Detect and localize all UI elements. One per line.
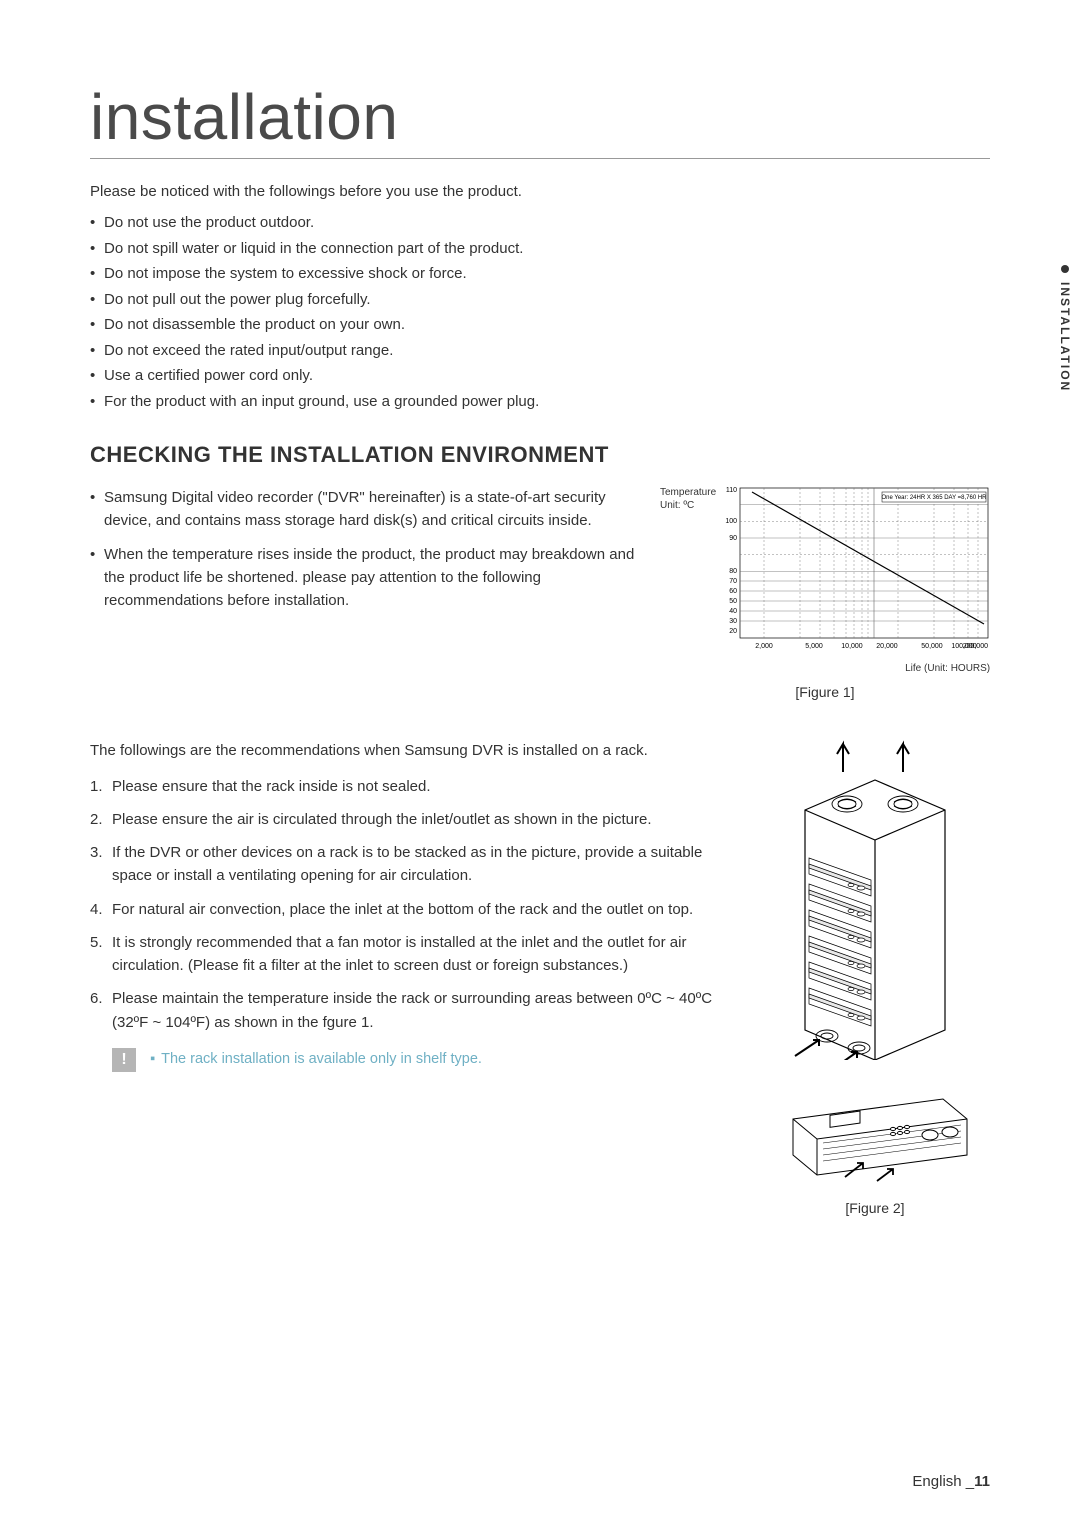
svg-text:10,000: 10,000 [841,643,863,650]
footer-lang: English [912,1473,961,1490]
svg-text:50,000: 50,000 [921,643,943,650]
recommendations-list: Please ensure that the rack inside is no… [90,775,730,1034]
recommendations-row: The followings are the recommendations w… [90,740,990,1236]
intro-text: Please be noticed with the followings be… [90,183,990,200]
rec-item: Please ensure the air is circulated thro… [90,808,730,831]
chart-x-label: Life (Unit: HOURS) [722,663,990,674]
section-heading: CHECKING THE INSTALLATION ENVIRONMENT [90,442,990,468]
warning-item: Do not disassemble the product on your o… [90,312,990,338]
svg-text:20,000: 20,000 [876,643,898,650]
unit-figure: [Figure 2] [760,1085,990,1216]
svg-text:200,000: 200,000 [963,643,988,650]
svg-text:40: 40 [729,608,737,615]
warning-item: Do not use the product outdoor. [90,210,990,236]
rec-item: Please maintain the temperature inside t… [90,987,730,1034]
chart-col: Temperature Unit: ºC [660,486,990,700]
figures-col: [Figure 2] [760,740,990,1236]
side-tab-dot [1061,265,1069,273]
svg-text:100: 100 [725,518,737,525]
temperature-life-chart: Temperature Unit: ºC [660,486,990,700]
chart-annotation: One Year: 24HR X 365 DAY =8,760 HR [882,495,988,501]
page-title: installation [90,80,990,159]
warning-item: Do not spill water or liquid in the conn… [90,236,990,262]
svg-text:110: 110 [726,487,737,494]
svg-text:60: 60 [729,588,737,595]
page-footer: English _11 [912,1473,990,1490]
rec-intro: The followings are the recommendations w… [90,740,730,763]
chart-svg: One Year: 24HR X 365 DAY =8,760 HR 110 1… [722,486,990,656]
svg-text:50: 50 [729,598,737,605]
note-text: ▪The rack installation is available only… [150,1048,482,1071]
unit-svg [775,1085,975,1185]
warning-item: Do not pull out the power plug forcefull… [90,287,990,313]
env-list: Samsung Digital video recorder ("DVR" he… [90,486,640,612]
rec-item: It is strongly recommended that a fan mo… [90,931,730,978]
note-icon: ! [112,1048,136,1072]
side-tab: INSTALLATION [1050,260,1080,420]
svg-text:2,000: 2,000 [755,643,773,650]
svg-text:20: 20 [729,628,737,635]
svg-text:90: 90 [729,535,737,542]
warning-item: Use a certified power cord only. [90,363,990,389]
rack-figure [760,740,990,1065]
env-item: Samsung Digital video recorder ("DVR" he… [90,486,640,533]
warning-item: Do not exceed the rated input/output ran… [90,338,990,364]
environment-text-col: Samsung Digital video recorder ("DVR" he… [90,486,640,700]
env-item: When the temperature rises inside the pr… [90,543,640,613]
chart-caption: [Figure 1] [660,684,990,700]
warning-item: For the product with an input ground, us… [90,389,990,415]
figure2-caption: [Figure 2] [760,1200,990,1216]
rack-svg [775,740,975,1060]
rec-item: Please ensure that the rack inside is no… [90,775,730,798]
svg-text:5,000: 5,000 [805,643,823,650]
warnings-list: Do not use the product outdoor. Do not s… [90,210,990,414]
chart-y-label: Temperature Unit: ºC [660,486,716,674]
footer-page: 11 [974,1473,990,1490]
rec-item: If the DVR or other devices on a rack is… [90,841,730,888]
side-tab-label: INSTALLATION [1058,282,1072,392]
svg-text:30: 30 [729,618,737,625]
svg-text:70: 70 [729,578,737,585]
note-row: ! ▪The rack installation is available on… [90,1048,730,1072]
environment-row: Samsung Digital video recorder ("DVR" he… [90,486,990,700]
rec-item: For natural air convection, place the in… [90,898,730,921]
svg-text:80: 80 [729,568,737,575]
warning-item: Do not impose the system to excessive sh… [90,261,990,287]
footer-sep: _ [966,1473,974,1490]
recommendations-text-col: The followings are the recommendations w… [90,740,730,1236]
